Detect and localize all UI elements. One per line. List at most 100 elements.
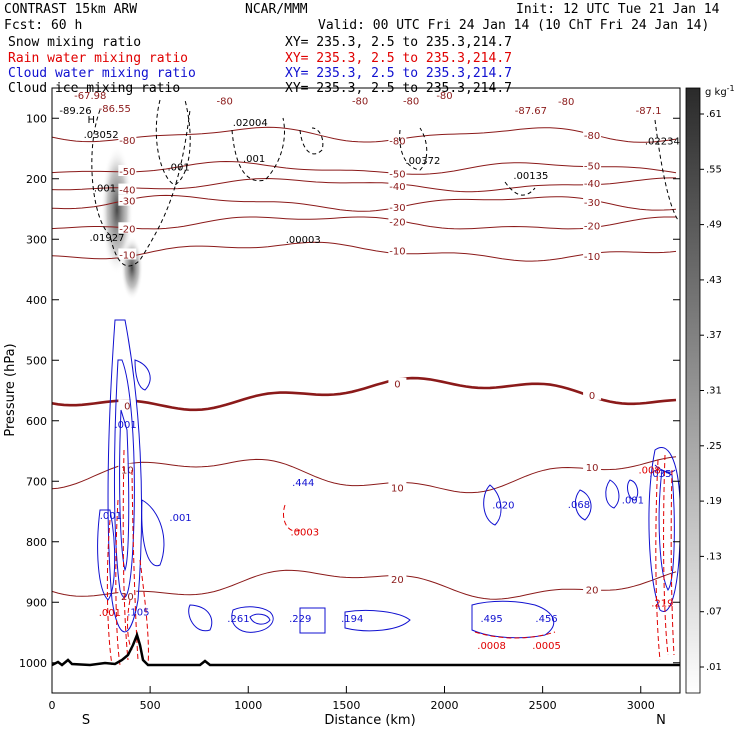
contour-label-bg (118, 590, 137, 602)
temperature-contour-label: 20 (586, 586, 599, 597)
plot-label: .495 (480, 614, 502, 625)
plot-label: -80 (352, 96, 368, 107)
init-time: Init: 12 UTC Tue 21 Jan 14 (516, 2, 720, 17)
contour-label-bg (583, 177, 602, 189)
temperature-contour-label: -80 (119, 136, 135, 147)
colorbar-tick-label: .37 (706, 330, 722, 341)
plot-label: .00135 (513, 171, 548, 182)
plot-label: .03052 (84, 130, 119, 141)
org-label: NCAR/MMM (245, 2, 308, 17)
contour-label-bg (118, 248, 137, 260)
contour-label-bg (388, 215, 407, 227)
temperature-contour--50 (52, 160, 677, 175)
plot-label: -87.1 (636, 106, 662, 117)
plot-label: .001 (100, 511, 122, 522)
colorbar-unit-base: g kg (705, 87, 727, 98)
contour-label-bg (388, 572, 407, 584)
colorbar-tick-label: .07 (706, 607, 722, 618)
temperature-contour-label: -40 (119, 186, 135, 197)
forecast-hour: Fcst: 60 h (4, 18, 83, 33)
y-tick-label: 800 (26, 536, 47, 549)
plot-label: .020 (492, 500, 514, 511)
plot-label: -86.55 (99, 104, 131, 115)
temperature-contour-label: -50 (389, 169, 405, 180)
plot-label: .0008 (477, 641, 506, 652)
temperature-contour--30 (52, 194, 677, 212)
model-title: CONTRAST 15km ARW (4, 2, 138, 17)
plot-label: .02234 (645, 136, 680, 147)
colorbar-ticks: .01 .07 .13 .19 .25 .31 .37 .43 .49 .55 .61 (700, 109, 722, 673)
plot-label: .008 (638, 465, 660, 476)
contour-label-bg (388, 134, 407, 146)
x-tick-label: 2500 (529, 699, 557, 712)
x-tick-label: 2000 (431, 699, 459, 712)
plot-label: .001 (99, 608, 121, 619)
plot-label: -80 (436, 91, 452, 102)
y-tick-label: 900 (26, 596, 47, 609)
temperature-contour-label: 10 (391, 483, 404, 494)
colorbar (685, 87, 701, 694)
x-tick-label: 500 (140, 699, 161, 712)
plot-label: .001 (622, 496, 644, 507)
temperature-contour-label: -40 (389, 182, 405, 193)
temperature-contour--80 (52, 126, 677, 143)
temperature-contour-label: -50 (119, 167, 135, 178)
x-tick-label: 1000 (234, 699, 262, 712)
contour-label-bg (388, 377, 407, 389)
y-tick-label: 600 (26, 415, 47, 428)
plot-label: .001 (114, 420, 136, 431)
colorbar-unit-exp: -1 (727, 84, 735, 93)
plot-label: .194 (341, 614, 363, 625)
temperature-contour-10 (52, 456, 677, 494)
plot-label: .01927 (89, 233, 124, 244)
plot-label: .00372 (405, 156, 440, 167)
snow-shading-core (101, 145, 133, 275)
rain-water-contours (106, 449, 675, 666)
snow-shading-lower (121, 236, 143, 300)
x-axis-title: Distance (km) (324, 713, 415, 728)
contour-label-bg (583, 460, 602, 472)
temperature-contour-label: 0 (124, 401, 130, 412)
contour-label-bg (388, 201, 407, 213)
plot-label: .0003 (290, 528, 319, 539)
plot-label: .02004 (233, 118, 268, 129)
contour-label-bg (583, 583, 602, 595)
colorbar-tick-label: .49 (706, 220, 722, 231)
contour-label-bg (388, 179, 407, 191)
contour-label-bg (583, 388, 602, 400)
temperature-contour-label: -20 (584, 221, 600, 232)
plot-label: .261 (227, 614, 249, 625)
plot-label: H (87, 115, 95, 126)
contour-label-bg (388, 244, 407, 256)
temperature-contour-label: 20 (121, 592, 134, 603)
temperature-contour-label: -50 (584, 161, 600, 172)
y-axis-title: Pressure (hPa) (3, 343, 18, 436)
colorbar-unit: g kg-1 (705, 84, 735, 98)
plot-label: -67.98 (74, 91, 106, 102)
plot-label: -87.67 (515, 106, 547, 117)
plot-label: -89.26 (59, 106, 91, 117)
temperature-contour-label: -80 (389, 136, 405, 147)
terrain-line (52, 631, 680, 667)
plot-label: -80 (217, 96, 233, 107)
contour-label-bg (583, 249, 602, 261)
temperature-contour-label: -10 (584, 252, 600, 263)
contour-label-bg (118, 183, 137, 195)
plot-label: -80 (403, 96, 419, 107)
legend-snow-xy: XY= 235.3, 2.5 to 235.3,214.7 (285, 35, 512, 50)
legend-cloudwater-xy: XY= 235.3, 2.5 to 235.3,214.7 (285, 66, 512, 81)
temperature-contour-0 (52, 376, 677, 412)
plot-label: .001 (169, 513, 191, 524)
contour-label-bg (118, 463, 137, 475)
plot-label: .00003 (286, 235, 321, 246)
temperature-contour-20 (52, 569, 677, 600)
plot-label: .001 (167, 162, 189, 173)
temperature-contour-label: 10 (586, 463, 599, 474)
y-tick-label: 200 (26, 173, 47, 186)
temperature-contour-label: -30 (584, 198, 600, 209)
plot-label: .105 (127, 608, 149, 619)
temperature-contour--20 (52, 216, 676, 230)
plot-label: .219 (651, 598, 673, 609)
contour-label-bg (583, 195, 602, 207)
